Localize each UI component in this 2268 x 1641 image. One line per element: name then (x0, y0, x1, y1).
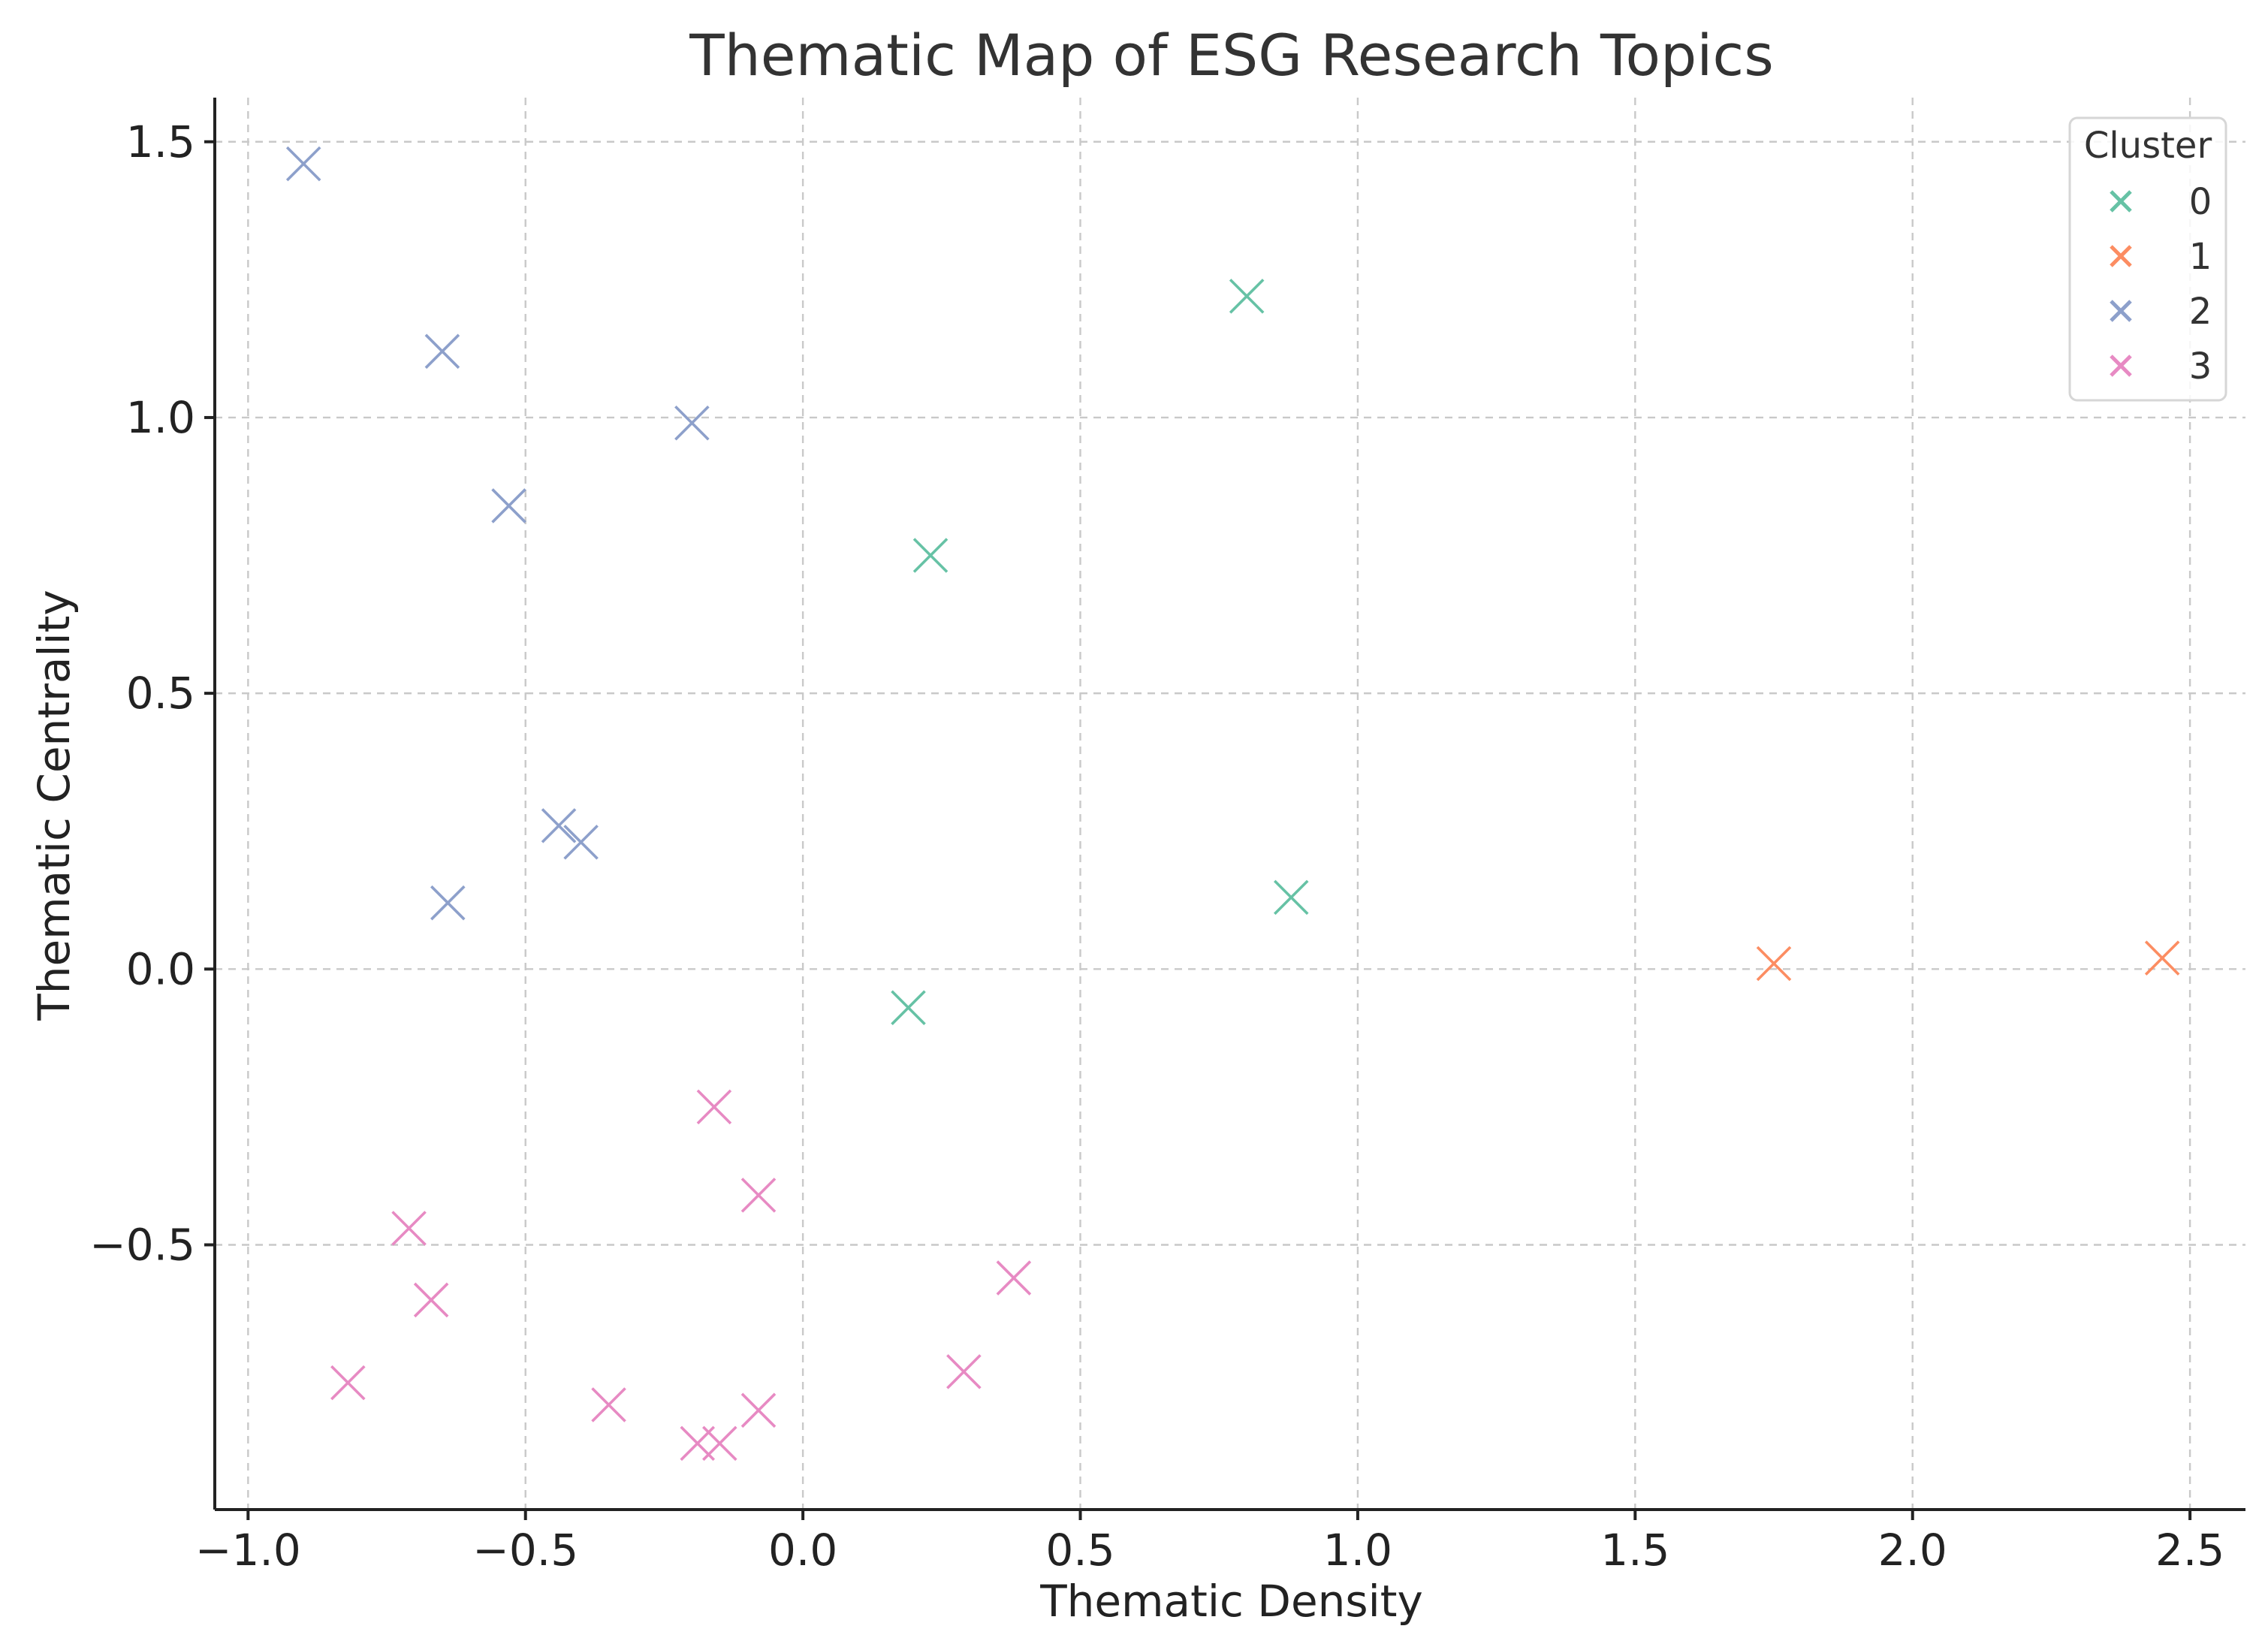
x-tick-label: 0.0 (768, 1525, 837, 1576)
data-point-cluster-3 (330, 1365, 366, 1401)
legend-marker-x-icon (2110, 354, 2132, 377)
tick-labels: −1.0 −0.5 0.0 0.5 1.0 1.5 2.0 2.5 −0.5 0.0 0.5 1.0 1… (89, 116, 2224, 1576)
data-point-cluster-3 (696, 1089, 732, 1125)
legend-label: 1 (2189, 236, 2212, 278)
data-point-cluster-0 (891, 990, 926, 1025)
data-point-cluster-0 (912, 538, 949, 573)
data-point-cluster-2 (285, 146, 321, 182)
data-point-cluster-1 (2144, 940, 2180, 976)
data-point-cluster-2 (674, 406, 710, 441)
data-point-cluster-3 (740, 1178, 777, 1213)
legend-item-cluster-1: 1 (2110, 236, 2212, 278)
data-point-cluster-0 (1229, 279, 1265, 314)
data-point-cluster-2 (491, 488, 526, 523)
data-point-cluster-3 (740, 1392, 777, 1428)
legend-box (2068, 116, 2227, 402)
legend-label: 0 (2189, 181, 2212, 223)
x-tick-label: 1.0 (1323, 1525, 1392, 1576)
x-tick-label: 1.5 (1600, 1525, 1669, 1576)
data-point-cluster-3 (391, 1211, 427, 1246)
data-point-cluster-2 (563, 825, 599, 860)
legend-marker-x-icon (2110, 190, 2132, 213)
legend-item-cluster-0: 0 (2110, 181, 2212, 223)
x-tick-label: −0.5 (472, 1525, 578, 1576)
x-tick-label: 2.0 (1878, 1525, 1947, 1576)
legend-title: Cluster (2084, 125, 2212, 167)
y-tick-label: 0.5 (126, 668, 195, 719)
x-tick-label: 0.5 (1045, 1525, 1114, 1576)
legend-item-cluster-2: 2 (2110, 291, 2212, 333)
data-point-cluster-2 (541, 808, 577, 843)
data-points (285, 146, 2180, 1462)
legend-items: 0 1 2 3 (2110, 181, 2212, 388)
data-point-cluster-1 (1756, 946, 1792, 982)
axes (204, 98, 2245, 1520)
legend-label: 2 (2189, 291, 2212, 333)
data-point-cluster-3 (946, 1354, 982, 1389)
x-axis-label: Thematic Density (1039, 1576, 1423, 1627)
y-tick-label: 1.5 (126, 116, 195, 167)
legend-marker-x-icon (2110, 300, 2132, 322)
legend-label: 3 (2189, 345, 2212, 388)
legend-marker-x-icon (2110, 245, 2132, 267)
data-point-cluster-3 (996, 1260, 1032, 1296)
chart-title: Thematic Map of ESG Research Topics (689, 22, 1774, 89)
y-tick-label: 1.0 (126, 392, 195, 443)
data-point-cluster-2 (424, 333, 460, 370)
legend: Cluster 0 1 2 3 (2068, 116, 2227, 402)
y-tick-label: −0.5 (89, 1220, 195, 1271)
data-point-cluster-3 (702, 1425, 737, 1462)
data-point-cluster-2 (430, 885, 466, 921)
grid (215, 98, 2245, 1510)
y-tick-label: 0.0 (126, 943, 195, 994)
data-point-cluster-3 (413, 1282, 449, 1318)
data-point-cluster-3 (591, 1387, 626, 1422)
x-tick-label: 2.5 (2155, 1525, 2224, 1576)
legend-item-cluster-3: 3 (2110, 345, 2212, 388)
data-point-cluster-0 (1273, 879, 1309, 916)
x-tick-label: −1.0 (195, 1525, 301, 1576)
y-axis-label: Thematic Centrality (29, 590, 80, 1021)
